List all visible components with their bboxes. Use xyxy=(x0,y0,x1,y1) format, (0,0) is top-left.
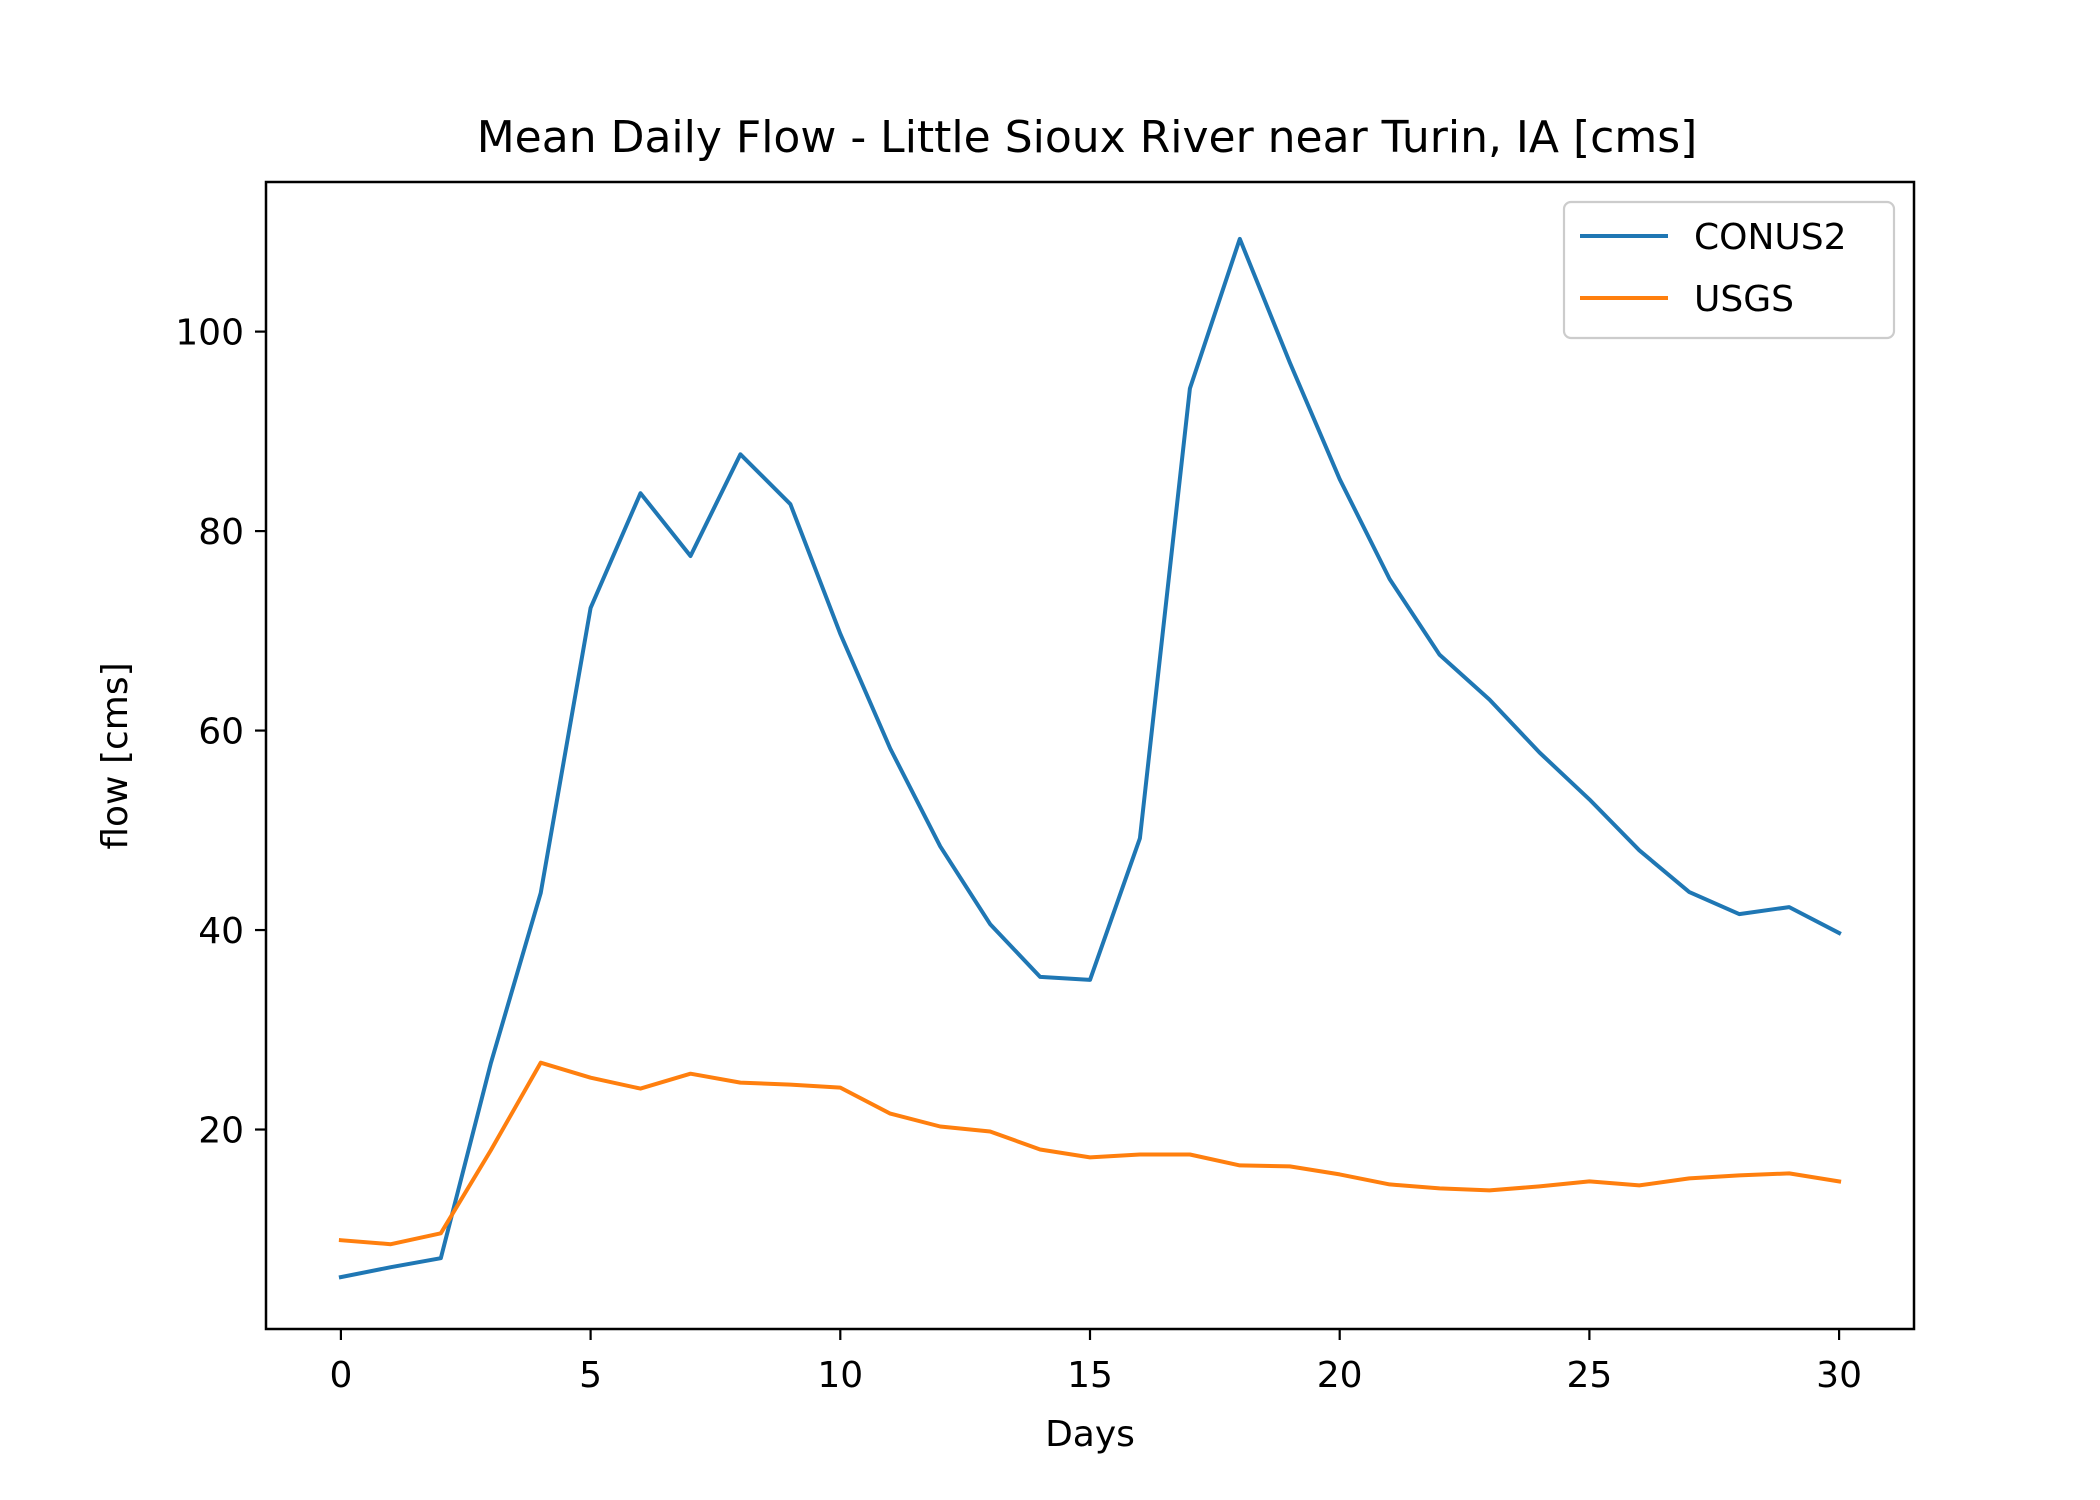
x-tick-label: 25 xyxy=(1566,1355,1612,1396)
plot-area xyxy=(266,182,1914,1329)
legend-label-usgs: USGS xyxy=(1694,279,1794,320)
y-tick-label: 20 xyxy=(198,1111,244,1152)
y-axis: 20 40 60 80 100 xyxy=(175,313,266,1152)
x-tick-label: 10 xyxy=(817,1355,863,1396)
y-tick-label: 100 xyxy=(175,313,244,354)
y-axis-label: flow [cms] xyxy=(95,662,136,849)
x-tick-label: 0 xyxy=(329,1355,352,1396)
chart-title: Mean Daily Flow - Little Sioux River nea… xyxy=(477,112,1698,163)
plot-background xyxy=(266,182,1914,1329)
plot-frame xyxy=(264,180,1916,1331)
series-lines xyxy=(338,236,1842,1280)
x-tick-label: 5 xyxy=(579,1355,602,1396)
series-line-usgs xyxy=(338,1060,1842,1247)
y-tick-label: 40 xyxy=(198,911,244,952)
y-tick-label: 60 xyxy=(198,712,244,753)
x-tick-label: 15 xyxy=(1067,1355,1113,1396)
x-axis: 0 5 10 15 20 25 30 xyxy=(329,1329,1862,1396)
legend: CONUS2 USGS xyxy=(1562,200,1896,340)
x-axis-label: Days xyxy=(1045,1414,1135,1455)
x-tick-label: 30 xyxy=(1816,1355,1862,1396)
y-tick-label: 80 xyxy=(198,512,244,553)
series-line-conus2 xyxy=(338,236,1842,1280)
x-tick-label: 20 xyxy=(1317,1355,1363,1396)
legend-label-conus2: CONUS2 xyxy=(1694,217,1847,258)
